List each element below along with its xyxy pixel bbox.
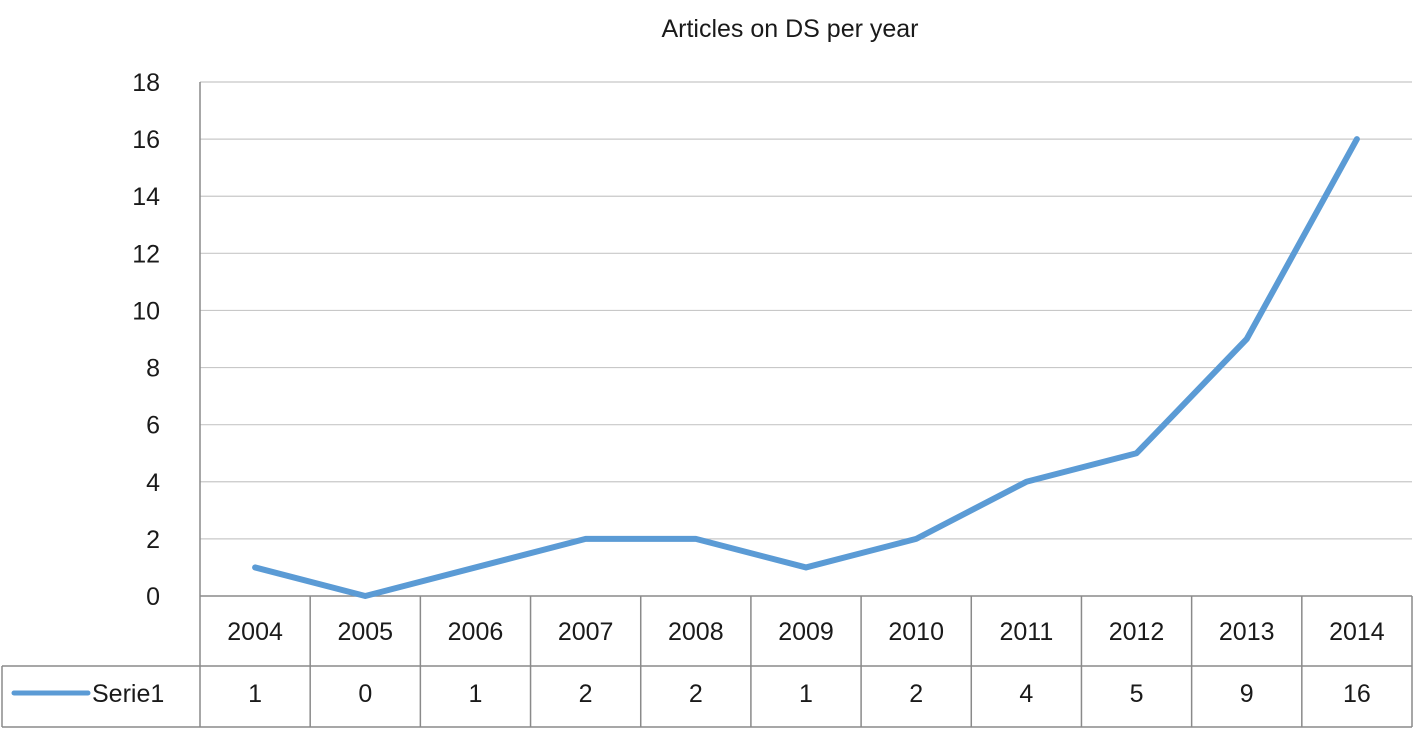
y-tick-label: 12 <box>132 240 160 268</box>
y-axis-ticks: 0 2 4 6 8 10 12 14 16 18 <box>132 69 160 611</box>
table-value-cell: 2 <box>909 680 923 708</box>
y-tick-label: 8 <box>146 355 160 383</box>
x-category-label: 2014 <box>1329 618 1385 646</box>
data-table: 2004 2005 2006 2007 2008 2009 2010 2011 2012 2013… <box>1 82 1413 728</box>
table-value-cell: 1 <box>469 680 483 708</box>
table-value-cell: 16 <box>1343 680 1371 708</box>
table-value-cell: 4 <box>1019 680 1033 708</box>
x-category-label: 2009 <box>778 618 834 646</box>
y-tick-label: 6 <box>146 412 160 440</box>
y-tick-label: 0 <box>146 583 160 611</box>
x-category-label: 2011 <box>999 618 1053 646</box>
table-value-cell: 2 <box>579 680 593 708</box>
y-tick-label: 18 <box>132 69 160 97</box>
x-category-label: 2005 <box>337 618 393 646</box>
table-value-cell: 1 <box>248 680 262 708</box>
y-tick-label: 14 <box>132 183 160 211</box>
y-tick-label: 16 <box>132 126 160 154</box>
y-tick-label: 4 <box>146 469 160 497</box>
y-tick-label: 2 <box>146 526 160 554</box>
x-category-label: 2006 <box>448 618 504 646</box>
x-category-label: 2010 <box>888 618 944 646</box>
y-tick-label: 10 <box>132 297 160 325</box>
chart-title: Articles on DS per year <box>661 15 918 43</box>
table-value-cell: 5 <box>1130 680 1144 708</box>
x-category-label: 2012 <box>1109 618 1165 646</box>
table-value-cell: 0 <box>358 680 372 708</box>
legend-label: Serie1 <box>92 680 164 708</box>
x-category-label: 2013 <box>1219 618 1275 646</box>
x-category-label: 2008 <box>668 618 724 646</box>
x-category-label: 2007 <box>558 618 614 646</box>
x-category-label: 2004 <box>227 618 283 646</box>
series-lines <box>252 136 1360 599</box>
gridlines <box>200 81 1412 540</box>
table-value-cell: 9 <box>1240 680 1254 708</box>
table-value-cell: 1 <box>799 680 813 708</box>
table-value-cell: 2 <box>689 680 703 708</box>
